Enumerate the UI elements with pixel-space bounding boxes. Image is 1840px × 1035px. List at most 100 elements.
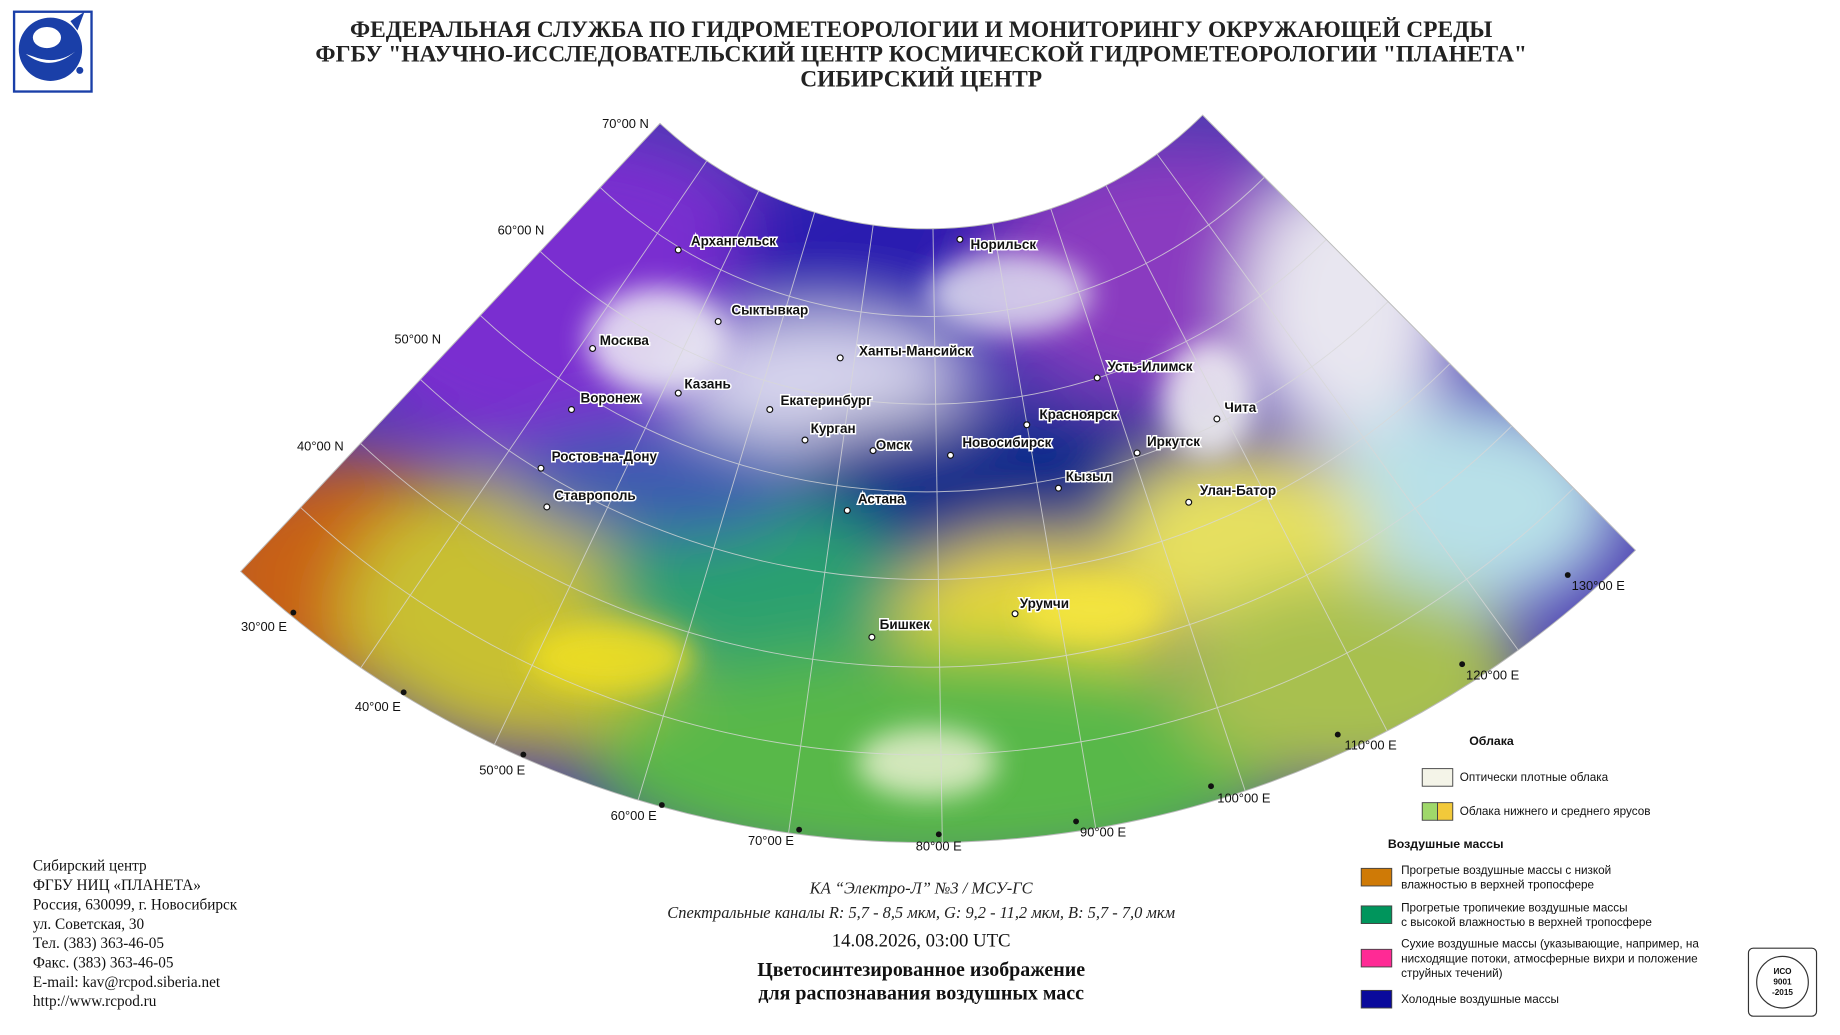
caption-title: Цветосинтезированное изображение [757,959,1085,981]
legend-swatch [1437,802,1454,821]
contact-line: ул. Советская, 30 [33,916,145,933]
longitude-label: 130°00 E [1572,578,1626,593]
parallel [539,239,1327,405]
city-dot [836,354,844,362]
satellite: КА “Электро-Л” №3 / МСУ-ГС [809,878,1034,897]
meridian [992,223,1097,829]
meridian [637,212,816,801]
legend-swatch [1360,989,1393,1009]
grid-node [520,751,527,758]
longitude-label: 90°00 E [1080,825,1126,840]
meridian [788,225,874,834]
geo-labels: 70°00 N 60°00 N 50°00 N 40°00 N 30°00 E 40°00… [241,116,1625,854]
latitude-label: 60°00 N [498,223,545,238]
parallel [420,363,1451,580]
legend-text: Облака нижнего и среднего ярусов [1460,805,1651,818]
city-dot [1054,484,1062,492]
meridian [1156,153,1519,651]
header-line: СИБИРСКИЙ ЦЕНТР [800,66,1042,92]
longitude-label: 110°00 E [1344,738,1397,753]
meridian [1050,208,1246,791]
city-label: Урумчи [1020,596,1069,611]
legend-heading: Воздушные массы [1388,837,1504,851]
meridian [360,160,708,669]
logo [12,10,93,93]
contact-line: Факс. (383) 363-46-05 [33,955,174,972]
legend-text: с высокой влажностью в верхней тропосфер… [1401,916,1652,929]
city-dot [537,464,545,472]
contact-line: E-mail: kav@rcpod.siberia.net [33,974,221,991]
caption: КА “Электро-Л” №3 / МСУ-ГС Спектральные к… [667,878,1175,1004]
meridian [932,228,943,843]
grid-node [658,802,665,808]
latitude-label: 40°00 N [297,438,344,453]
legend-heading: Облака [1469,734,1514,748]
legend-swatch [1421,768,1454,787]
latitude-label: 70°00 N [602,116,649,131]
city-dot [1133,449,1141,457]
meridian [493,190,760,745]
city-dot [714,318,722,326]
header-line: ФГБУ "НАУЧНО-ИССЛЕДОВАТЕЛЬСКИЙ ЦЕНТР КОС… [315,42,1527,68]
legend-text: влажностью в верхней тропосфере [1401,878,1594,891]
city-label: Усть-Илимск [1107,359,1192,374]
legend-text: Сухие воздушные массы (указывающие, напр… [1401,938,1699,951]
legend-swatch [1360,905,1393,924]
badge-text: 9001 [1773,977,1792,986]
contact-line: Тел. (383) 363-46-05 [33,935,164,952]
city-dot [1213,415,1221,423]
grid-node [796,826,803,833]
badge-text: -2015 [1772,988,1793,997]
city-dot [674,246,682,254]
latitude-label: 50°00 N [394,332,441,347]
city-label: Ханты-Мансийск [859,344,972,359]
map-frame [239,114,1637,844]
city-dot [674,389,682,397]
city-dot [766,406,774,414]
city-label: Сыктывкар [731,303,808,318]
grid-node [400,689,407,696]
cities: Архангельск Норильск Сыктывкар Москва Ханты-… [537,232,1278,641]
legend: Облака Оптически плотные облака Облака ниж… [1360,734,1699,1009]
contact-line: Россия, 630099, г. Новосибирск [33,896,238,913]
city-dot [543,503,551,511]
city-label: Бишкек [880,617,930,632]
longitude-label: 60°00 E [611,808,657,823]
city-label: Архангельск [691,233,776,248]
city-label: Омск [876,437,911,452]
parallel [479,301,1389,493]
contact-info: Сибирский центр ФГБУ НИЦ «ПЛАНЕТА» Россия,… [33,858,238,1011]
datetime: 14.08.2026, 03:00 UTC [832,931,1011,952]
city-label: Казань [684,376,731,391]
city-dot [843,506,851,514]
satellite-image [240,115,1636,843]
city-label: Курган [811,421,856,436]
grid-node [1073,818,1080,825]
grid-node [935,831,942,838]
header: ФЕДЕРАЛЬНАЯ СЛУЖБА ПО ГИДРОМЕТЕОРОЛОГИИ … [315,17,1527,92]
grid-node [1208,783,1214,790]
badge-text: ИСО [1773,967,1792,976]
longitude-label: 30°00 E [241,619,287,634]
grid-node [1564,572,1571,578]
city-dot [956,235,964,243]
city-label: Новосибирск [962,435,1051,450]
badge-ring [1756,955,1809,1009]
grid-node [290,609,297,616]
grid-node [1459,661,1466,668]
grid-node [1334,731,1341,738]
city-label: Красноярск [1039,407,1117,422]
city-dot [801,436,809,444]
city-label: Кызыл [1066,469,1113,484]
legend-swatch [1360,948,1393,968]
city-label: Улан-Батор [1200,483,1276,498]
city-dot [589,345,597,353]
longitude-label: 70°00 E [748,833,794,848]
city-dot [1011,610,1019,618]
caption-title: для распознавания воздушных масс [758,983,1084,1005]
city-label: Норильск [971,237,1037,252]
meridian [1105,185,1388,732]
